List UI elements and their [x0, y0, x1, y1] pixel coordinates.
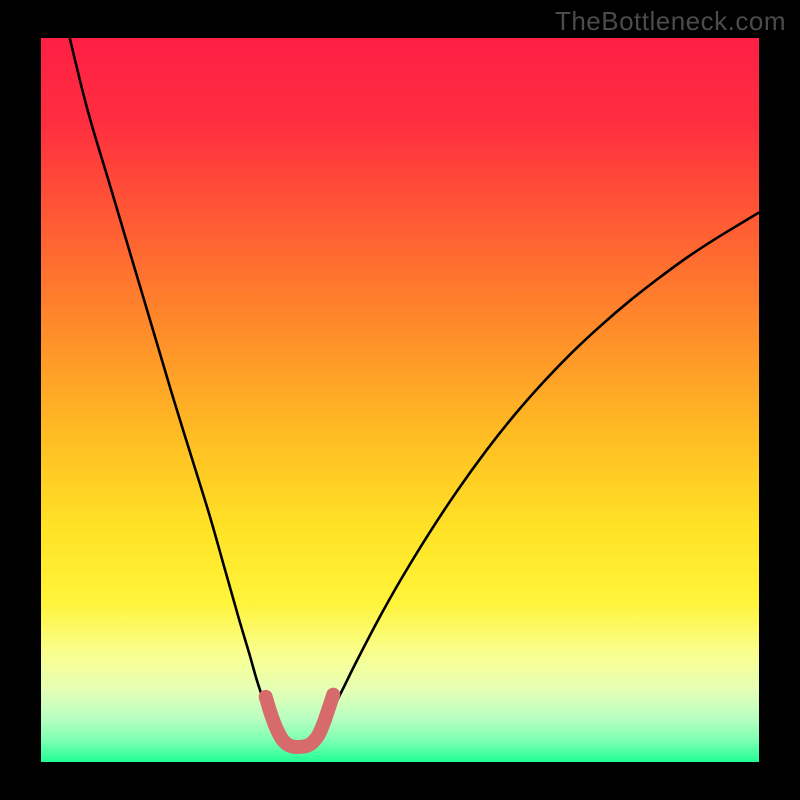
curve-left — [70, 38, 275, 727]
watermark-text: TheBottleneck.com — [555, 6, 786, 37]
curves-layer — [41, 38, 759, 762]
plot-area — [41, 38, 759, 762]
curve-right — [325, 212, 759, 727]
notch-overlay — [266, 695, 333, 747]
